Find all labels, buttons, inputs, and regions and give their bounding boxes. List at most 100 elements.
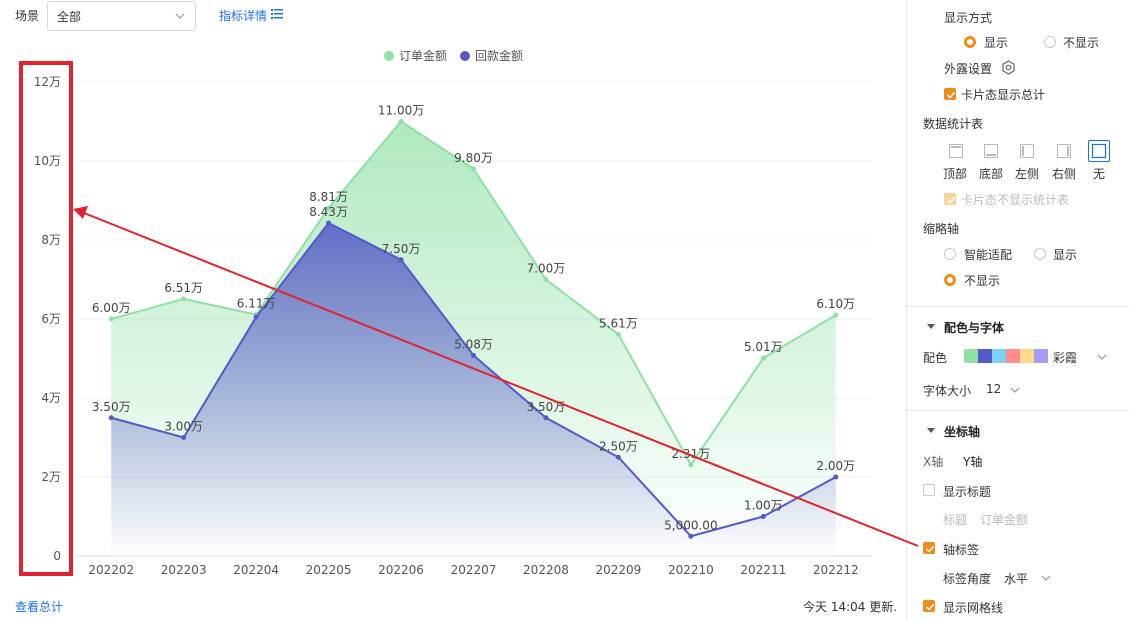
data-point <box>688 533 694 539</box>
radio-display-hide[interactable] <box>1044 36 1056 48</box>
radio-zoom-smart[interactable] <box>944 248 956 260</box>
legend-label: 回款金额 <box>475 48 523 63</box>
position-none-label: 无 <box>1093 167 1106 181</box>
scene-filter-label: 场景 <box>15 9 40 23</box>
font-size-label: 字体大小 <box>923 384 972 398</box>
y-tick-label: 10万 <box>34 154 61 168</box>
card-total-checkbox[interactable] <box>944 88 956 100</box>
radio-display-show[interactable] <box>964 36 976 48</box>
data-point <box>398 257 404 263</box>
chevron-down-icon <box>175 13 185 19</box>
position-bottom-label: 底部 <box>979 167 1004 181</box>
data-point <box>543 415 549 421</box>
palette-label: 配色 <box>923 351 948 365</box>
data-point <box>471 352 476 358</box>
label-angle-value[interactable]: 水平 <box>1004 572 1029 586</box>
data-label: 6.11万 <box>237 297 276 311</box>
display-show-label: 显示 <box>984 36 1009 50</box>
gear-icon[interactable] <box>1001 60 1016 75</box>
x-tick-label: 202204 <box>233 563 279 577</box>
axis-label-label: 轴标签 <box>943 543 980 557</box>
data-point <box>181 296 187 302</box>
data-point <box>326 220 332 226</box>
y-tick-label: 2万 <box>41 470 61 484</box>
data-point <box>471 166 476 172</box>
data-label: 8.43万 <box>309 205 348 219</box>
position-bottom-icon[interactable] <box>980 140 1002 162</box>
data-point <box>398 119 404 124</box>
data-label: 3.50万 <box>527 400 566 414</box>
palette-swatch <box>1006 349 1020 363</box>
collapse-arrow-icon[interactable] <box>927 428 935 433</box>
position-left-icon[interactable] <box>1016 140 1038 162</box>
area-chart: 0 2万 4万 6万 8万 10万 12万 202202 202203 202204 202205 2… <box>34 48 872 577</box>
data-label: 5,000.00 <box>664 518 717 532</box>
collapse-arrow-icon[interactable] <box>927 324 935 329</box>
position-none-icon[interactable] <box>1088 140 1110 162</box>
data-point <box>108 316 114 322</box>
y-tick-label: 12万 <box>34 75 61 89</box>
data-label: 6.00万 <box>92 301 131 315</box>
grid-lines-checkbox[interactable] <box>923 600 935 612</box>
position-right-label: 右侧 <box>1052 167 1077 181</box>
data-point <box>326 205 332 211</box>
label-angle-label: 标签角度 <box>943 572 992 586</box>
title-field-value[interactable]: 订单金额 <box>980 513 1029 527</box>
position-top-icon[interactable] <box>945 140 967 162</box>
scene-select[interactable]: 全部 <box>47 1 196 31</box>
config-panel: 显示方式 显示 不显示 外露设置 卡片态显示总计 数据统计表 顶 <box>906 0 1129 620</box>
radio-zoom-show[interactable] <box>1034 248 1046 260</box>
y-tick-label: 0 <box>53 549 61 563</box>
zoom-hide-label: 不显示 <box>964 274 1001 288</box>
data-point <box>108 415 114 421</box>
chevron-down-icon[interactable] <box>1096 351 1108 363</box>
data-label: 11.00万 <box>378 104 424 118</box>
palette-swatch <box>964 349 978 363</box>
data-point <box>615 331 621 337</box>
grid-lines-label: 显示网格线 <box>943 601 1004 615</box>
data-label: 5.01万 <box>744 340 783 354</box>
legend-marker <box>384 51 394 61</box>
display-hide-label: 不显示 <box>1063 36 1100 50</box>
zoom-smart-label: 智能适配 <box>964 248 1013 262</box>
palette-swatch <box>992 349 1006 363</box>
zoom-axis-title: 缩略轴 <box>923 222 960 236</box>
card-total-label: 卡片态显示总计 <box>961 88 1046 102</box>
view-total-link[interactable]: 查看总计 <box>15 600 64 614</box>
scene-select-value: 全部 <box>57 10 82 24</box>
data-point <box>181 435 187 440</box>
data-label: 2.00万 <box>816 459 855 473</box>
card-hide-table-label: 卡片态不显示统计表 <box>961 193 1070 207</box>
legend-label: 订单金额 <box>399 48 447 63</box>
show-title-label: 显示标题 <box>943 485 992 499</box>
axis-label-checkbox[interactable] <box>923 542 935 554</box>
y-tick-label: 8万 <box>41 233 61 247</box>
display-mode-title: 显示方式 <box>944 11 993 25</box>
list-icon[interactable] <box>271 9 283 19</box>
divider <box>907 306 1129 307</box>
chevron-down-icon[interactable] <box>1009 384 1021 396</box>
data-label: 6.51万 <box>164 281 203 295</box>
data-point <box>253 314 259 320</box>
x-tick-label: 202208 <box>523 563 569 577</box>
chevron-down-icon[interactable] <box>1040 572 1052 584</box>
palette-swatch <box>1034 349 1048 363</box>
color-font-section-title[interactable]: 配色与字体 <box>944 321 1005 335</box>
tab-x-axis[interactable]: X轴 <box>923 455 944 469</box>
metric-details-link[interactable]: 指标详情 <box>219 9 268 23</box>
show-title-checkbox[interactable] <box>923 484 935 496</box>
data-label: 5.61万 <box>599 316 638 330</box>
data-point <box>833 312 839 318</box>
zoom-show-label: 显示 <box>1053 248 1078 262</box>
tab-y-axis[interactable]: Y轴 <box>963 455 983 469</box>
data-label: 3.50万 <box>92 400 131 414</box>
radio-zoom-hide[interactable] <box>944 274 956 286</box>
font-size-value[interactable]: 12 <box>986 382 1002 396</box>
card-hide-table-checkbox[interactable] <box>944 193 956 205</box>
axis-section-title[interactable]: 坐标轴 <box>944 425 981 439</box>
position-right-icon[interactable] <box>1053 140 1075 162</box>
data-label: 7.00万 <box>527 262 566 276</box>
annotation-arrow-line <box>83 212 919 547</box>
data-label: 7.50万 <box>382 242 421 256</box>
